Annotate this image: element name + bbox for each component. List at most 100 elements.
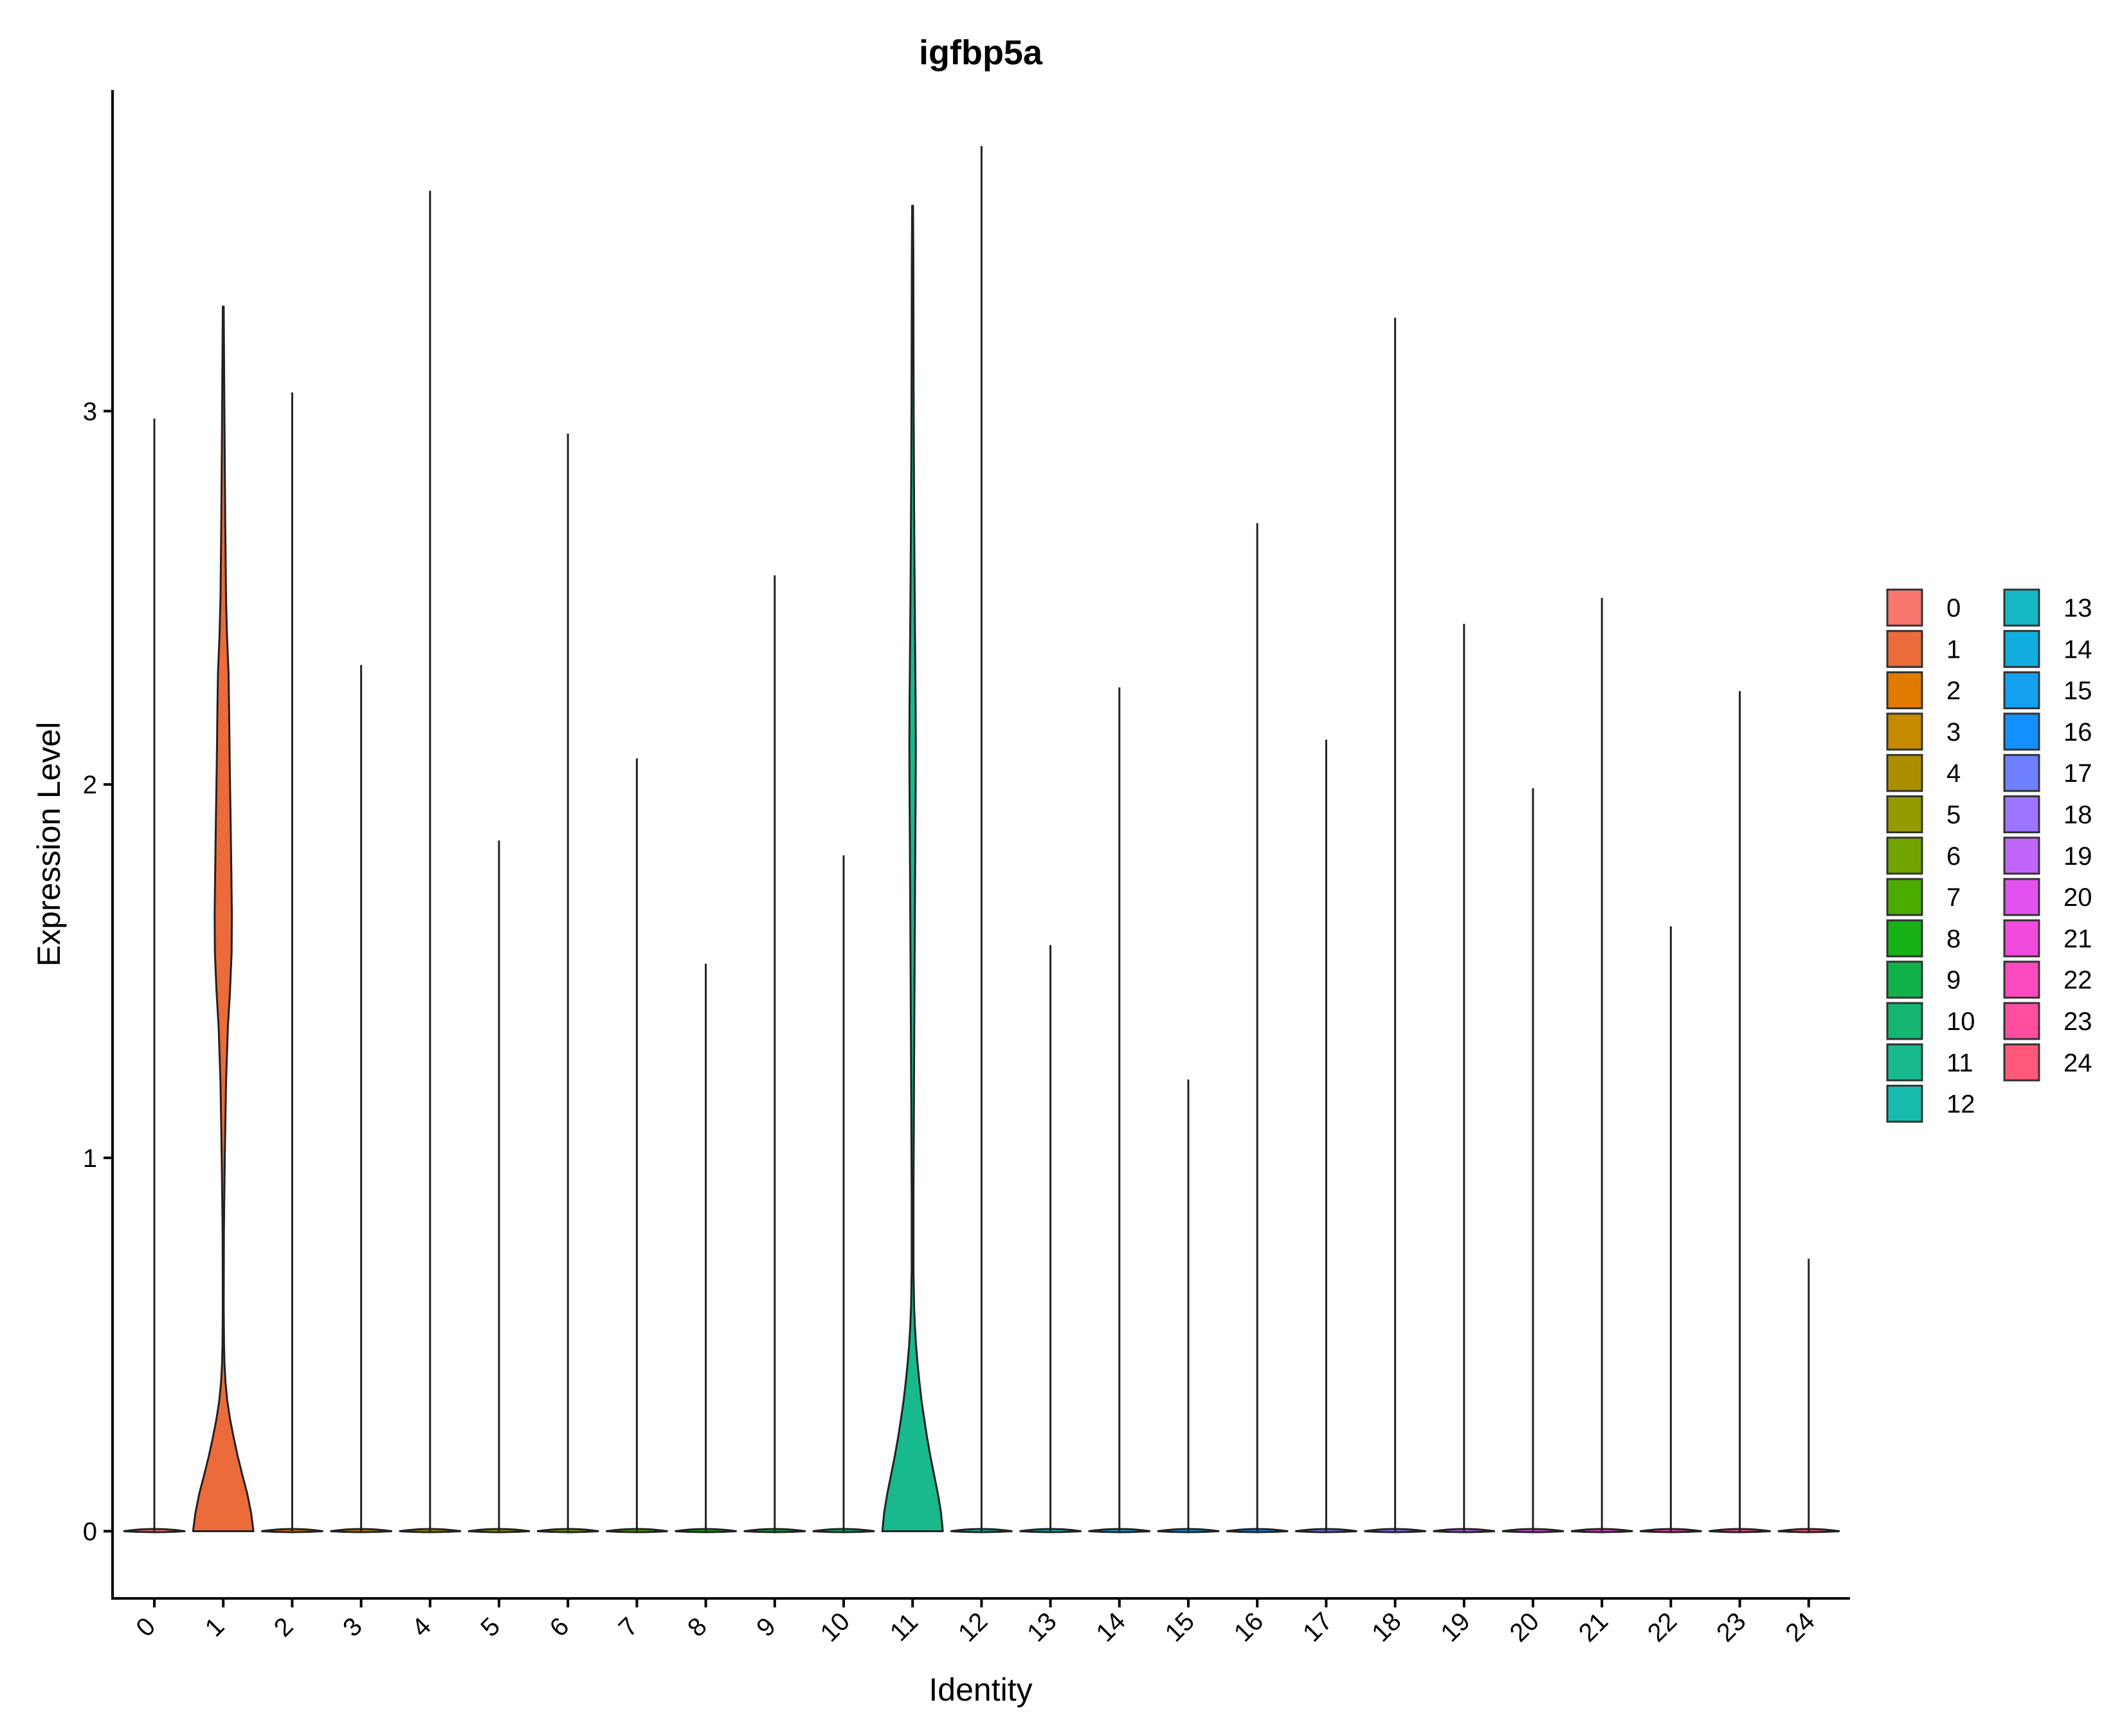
legend-swatch	[1886, 795, 1923, 833]
legend-swatch	[2003, 1002, 2040, 1040]
legend-item: 16	[2003, 712, 2092, 751]
legend-label: 17	[2063, 759, 2092, 788]
legend-label: 19	[2063, 842, 2092, 871]
legend-label: 1	[1946, 635, 1961, 664]
legend-item: 1	[1886, 629, 1961, 668]
y-tick-label: 1	[83, 1144, 97, 1173]
plot-area	[123, 146, 1840, 1533]
legend-item: 11	[1886, 1043, 1973, 1081]
legend-item: 6	[1886, 836, 1961, 875]
legend-swatch	[1886, 754, 1923, 792]
legend-swatch	[1886, 1085, 1923, 1123]
legend-swatch	[2003, 795, 2040, 833]
legend-swatch	[1886, 919, 1923, 957]
x-tick-label: 22	[1642, 1607, 1683, 1648]
legend-item: 19	[2003, 836, 2092, 875]
legend-label: 8	[1946, 925, 1961, 953]
y-axis-label: Expression Level	[31, 722, 67, 967]
legend-swatch	[2003, 588, 2040, 627]
x-tick-label: 8	[682, 1612, 712, 1642]
legend-label: 2	[1946, 677, 1961, 705]
x-axis-label: Identity	[929, 1672, 1032, 1708]
x-tick-label: 15	[1160, 1607, 1201, 1648]
y-tick-label: 2	[83, 771, 97, 799]
legend-label: 14	[2063, 635, 2092, 664]
legend-swatch	[2003, 629, 2040, 668]
legend-label: 5	[1946, 801, 1961, 829]
x-tick-label: 0	[131, 1612, 161, 1642]
x-tick-label: 3	[338, 1612, 368, 1642]
legend-item: 9	[1886, 961, 1961, 999]
legend-item: 20	[2003, 878, 2092, 916]
legend-swatch	[1886, 712, 1923, 751]
legend-swatch	[1886, 878, 1923, 916]
legend-item: 5	[1886, 795, 1961, 833]
legend-swatch	[1886, 1002, 1923, 1040]
legend-item: 21	[2003, 919, 2092, 957]
legend-item: 13	[2003, 588, 2092, 627]
legend-item: 18	[2003, 795, 2092, 833]
legend-swatch	[1886, 961, 1923, 999]
x-tick-label: 9	[751, 1612, 781, 1642]
legend-swatch	[2003, 878, 2040, 916]
legend-item: 24	[2003, 1043, 2092, 1081]
y-tick-label: 3	[83, 397, 97, 426]
legend-swatch	[2003, 754, 2040, 792]
x-tick-label: 12	[953, 1607, 993, 1648]
legend-label: 4	[1946, 759, 1961, 788]
legend-swatch	[2003, 919, 2040, 957]
x-tick-label: 20	[1505, 1607, 1545, 1648]
x-tick-label: 24	[1780, 1607, 1820, 1648]
x-tick-label: 16	[1229, 1607, 1269, 1648]
legend-label: 20	[2063, 883, 2092, 912]
x-tick-label: 1	[200, 1612, 230, 1642]
legend-item: 23	[2003, 1002, 2092, 1040]
legend-swatch	[1886, 836, 1923, 875]
legend-item: 4	[1886, 754, 1961, 792]
legend-swatch	[2003, 1043, 2040, 1081]
legend-label: 3	[1946, 718, 1961, 746]
x-tick-label: 13	[1022, 1607, 1062, 1648]
legend-label: 9	[1946, 966, 1961, 995]
legend-item: 8	[1886, 919, 1961, 957]
x-tick-label: 5	[475, 1612, 505, 1642]
x-tick-label: 4	[406, 1612, 437, 1642]
legend-item: 15	[2003, 671, 2092, 710]
legend-item: 3	[1886, 712, 1961, 751]
legend-label: 21	[2063, 925, 2092, 953]
legend-label: 13	[2063, 594, 2092, 622]
legend-swatch	[2003, 836, 2040, 875]
violin-11	[881, 204, 944, 1532]
x-tick-label: 7	[613, 1612, 644, 1642]
legend-item: 17	[2003, 754, 2092, 792]
x-tick-label: 11	[885, 1608, 923, 1647]
legend-swatch	[1886, 1043, 1923, 1081]
legend-swatch	[1886, 671, 1923, 710]
x-tick-label: 21	[1573, 1607, 1614, 1648]
violin-1	[192, 305, 255, 1532]
legend-swatch	[2003, 712, 2040, 751]
x-tick-label: 6	[545, 1612, 575, 1642]
chart-title: igfbp5a	[919, 33, 1043, 72]
y-tick-label: 0	[83, 1517, 97, 1546]
legend-label: 15	[2063, 677, 2092, 705]
legend-label: 12	[1946, 1090, 1975, 1119]
legend-swatch	[2003, 671, 2040, 710]
legend-label: 6	[1946, 842, 1961, 871]
x-tick-label: 18	[1366, 1607, 1407, 1648]
legend-swatch	[2003, 961, 2040, 999]
x-tick-label: 14	[1091, 1607, 1131, 1648]
x-tick-label: 19	[1435, 1607, 1476, 1648]
legend-label: 7	[1946, 883, 1961, 912]
legend-label: 23	[2063, 1008, 2092, 1036]
legend-item: 10	[1886, 1002, 1975, 1040]
x-tick-label: 17	[1298, 1607, 1338, 1648]
legend-label: 22	[2063, 966, 2092, 995]
legend-label: 11	[1946, 1049, 1973, 1077]
x-tick-label: 2	[269, 1612, 299, 1642]
legend-item: 22	[2003, 961, 2092, 999]
legend-label: 18	[2063, 801, 2092, 829]
